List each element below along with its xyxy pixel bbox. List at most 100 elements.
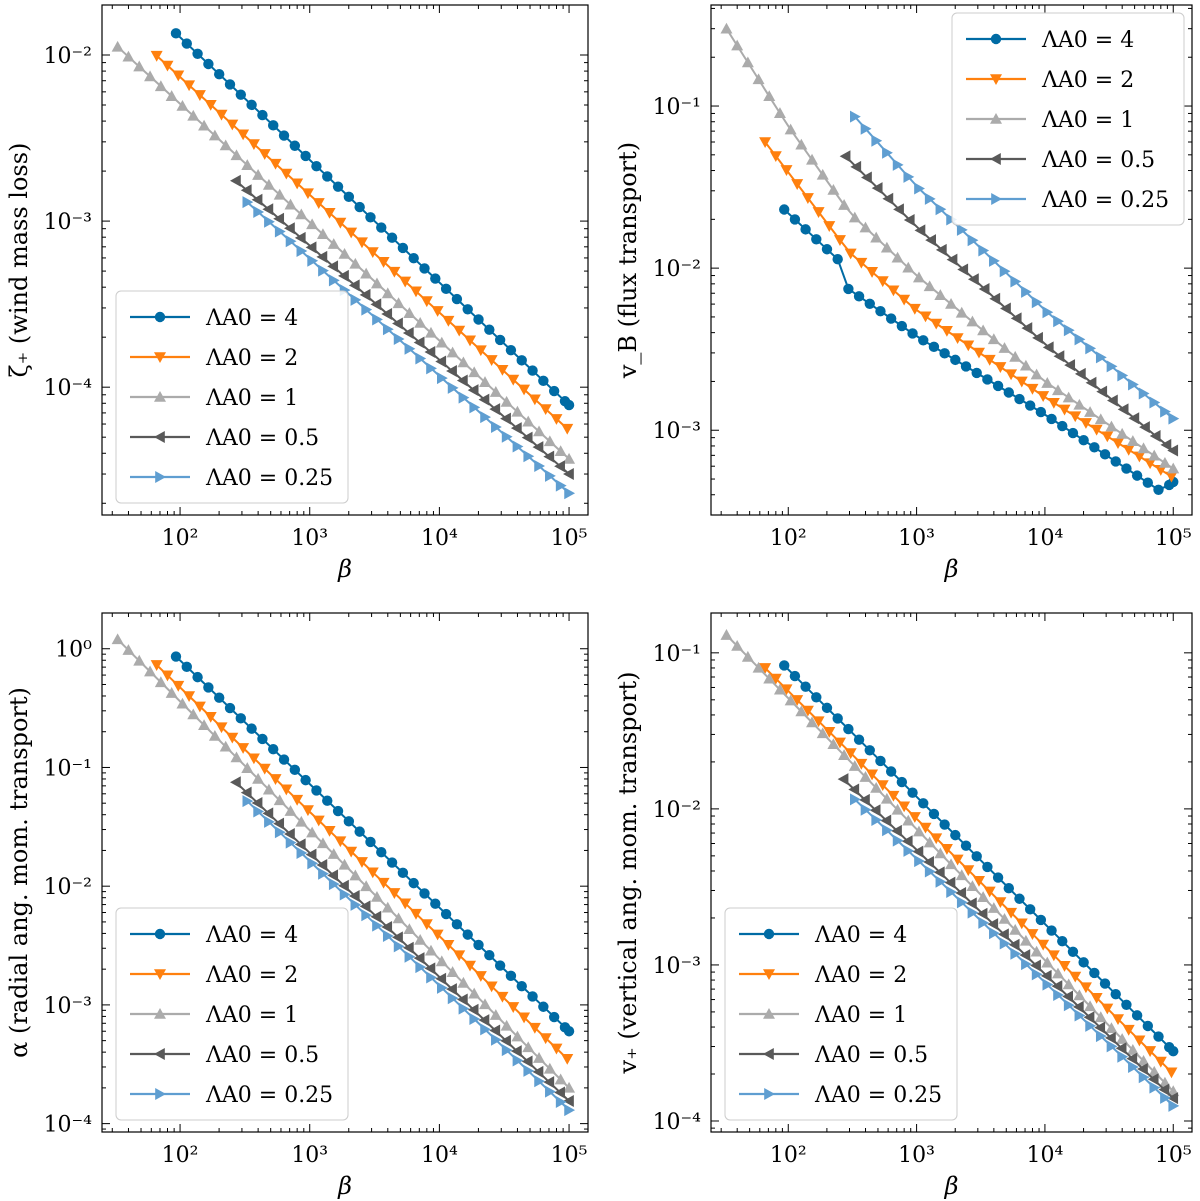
data-point bbox=[967, 273, 979, 286]
legend-entry: ΛA0 = 4 bbox=[130, 306, 298, 331]
data-point bbox=[1149, 396, 1161, 409]
data-point bbox=[1160, 405, 1171, 418]
legend-marker bbox=[154, 391, 166, 402]
data-point bbox=[563, 1026, 575, 1037]
data-point bbox=[1042, 341, 1054, 354]
data-point bbox=[215, 722, 228, 734]
x-tick-label: 10⁴ bbox=[421, 1143, 458, 1168]
data-point bbox=[533, 1052, 546, 1063]
data-point bbox=[1122, 1024, 1135, 1036]
data-point bbox=[999, 265, 1011, 278]
data-point bbox=[1094, 413, 1107, 425]
data-point bbox=[891, 803, 904, 815]
data-point bbox=[181, 661, 192, 673]
data-point bbox=[424, 346, 436, 359]
data-point bbox=[473, 314, 484, 325]
data-point bbox=[987, 902, 1000, 913]
y-tick-label: 10⁰ bbox=[55, 638, 92, 663]
data-point bbox=[918, 335, 929, 346]
legend-label: ΛA0 = 0.5 bbox=[205, 426, 319, 451]
data-point bbox=[328, 274, 340, 287]
data-point bbox=[1137, 1054, 1150, 1066]
data-point bbox=[998, 928, 1009, 941]
y-axis-label: ζ₊ (wind mass loss) bbox=[5, 143, 33, 378]
data-point bbox=[349, 869, 362, 881]
data-point bbox=[554, 1086, 565, 1099]
data-point bbox=[795, 138, 808, 150]
data-point bbox=[305, 848, 317, 861]
data-point bbox=[327, 238, 340, 249]
data-point bbox=[300, 774, 311, 786]
x-axis-label: β bbox=[337, 1172, 352, 1200]
y-tick-label: 10⁻¹ bbox=[44, 756, 92, 781]
data-point bbox=[912, 271, 925, 283]
legend-entry: ΛA0 = 0.25 bbox=[130, 466, 333, 491]
data-point bbox=[478, 393, 490, 406]
data-point bbox=[392, 931, 403, 944]
data-point bbox=[323, 207, 336, 219]
plot-frame bbox=[710, 4, 1193, 516]
data-point bbox=[1148, 1065, 1161, 1077]
data-point bbox=[415, 961, 427, 974]
data-point bbox=[853, 291, 865, 302]
data-point bbox=[170, 28, 182, 39]
data-point bbox=[1063, 324, 1075, 337]
data-point bbox=[882, 146, 893, 159]
data-point bbox=[944, 876, 956, 889]
legend-label: ΛA0 = 0.5 bbox=[814, 1043, 928, 1068]
series-group bbox=[111, 28, 576, 500]
data-point bbox=[430, 898, 441, 909]
data-point bbox=[1015, 376, 1028, 388]
data-point bbox=[827, 183, 840, 195]
data-point bbox=[440, 908, 452, 920]
data-point bbox=[759, 137, 772, 148]
data-point bbox=[887, 285, 900, 297]
data-point bbox=[268, 120, 279, 131]
data-point bbox=[505, 344, 517, 356]
data-point bbox=[554, 445, 567, 457]
data-point bbox=[934, 289, 947, 300]
data-point bbox=[1153, 484, 1164, 495]
data-point bbox=[885, 766, 897, 777]
data-point bbox=[251, 193, 263, 206]
data-point bbox=[521, 431, 533, 444]
chart-wind-mass-loss: 10² 10³ 10⁴ 10⁵ 10⁻⁴ 10⁻³ 10⁻² β ζ₊ (wind mass l… bbox=[5, 4, 589, 583]
data-point bbox=[399, 898, 412, 910]
data-point bbox=[1067, 946, 1079, 957]
data-point bbox=[278, 130, 290, 141]
data-point bbox=[896, 320, 908, 332]
data-point bbox=[816, 727, 829, 739]
data-point bbox=[295, 208, 308, 220]
data-point bbox=[978, 244, 990, 257]
data-point bbox=[392, 317, 403, 330]
data-point bbox=[882, 824, 893, 837]
data-point bbox=[982, 374, 993, 385]
data-point bbox=[554, 460, 565, 473]
data-point bbox=[484, 950, 495, 961]
data-point bbox=[866, 267, 879, 278]
data-point bbox=[1062, 978, 1075, 990]
data-point bbox=[224, 79, 236, 90]
x-tick-label: 10³ bbox=[898, 526, 935, 551]
data-point bbox=[500, 1034, 511, 1047]
chart-radial-ang-mom-transport: 10² 10³ 10⁴ 10⁵ 10⁻⁴ 10⁻³ 10⁻² 10⁻¹ 10⁰ β α (radia… bbox=[5, 612, 589, 1200]
data-point bbox=[516, 980, 527, 992]
data-point bbox=[426, 362, 437, 375]
data-point bbox=[311, 785, 322, 796]
data-point bbox=[1024, 904, 1036, 915]
data-point bbox=[403, 307, 416, 318]
data-point bbox=[501, 430, 513, 443]
data-point bbox=[350, 293, 362, 306]
data-point bbox=[1063, 999, 1075, 1012]
data-point bbox=[338, 879, 349, 892]
data-point bbox=[1031, 968, 1043, 981]
data-point bbox=[561, 1054, 574, 1065]
data-point bbox=[1009, 350, 1022, 362]
data-point bbox=[1168, 1099, 1180, 1112]
data-point bbox=[372, 919, 383, 932]
y-tick-label: 10⁻³ bbox=[44, 994, 92, 1019]
data-point bbox=[1115, 1042, 1127, 1055]
data-point bbox=[181, 38, 192, 49]
data-point bbox=[516, 355, 527, 366]
data-point bbox=[859, 793, 870, 806]
